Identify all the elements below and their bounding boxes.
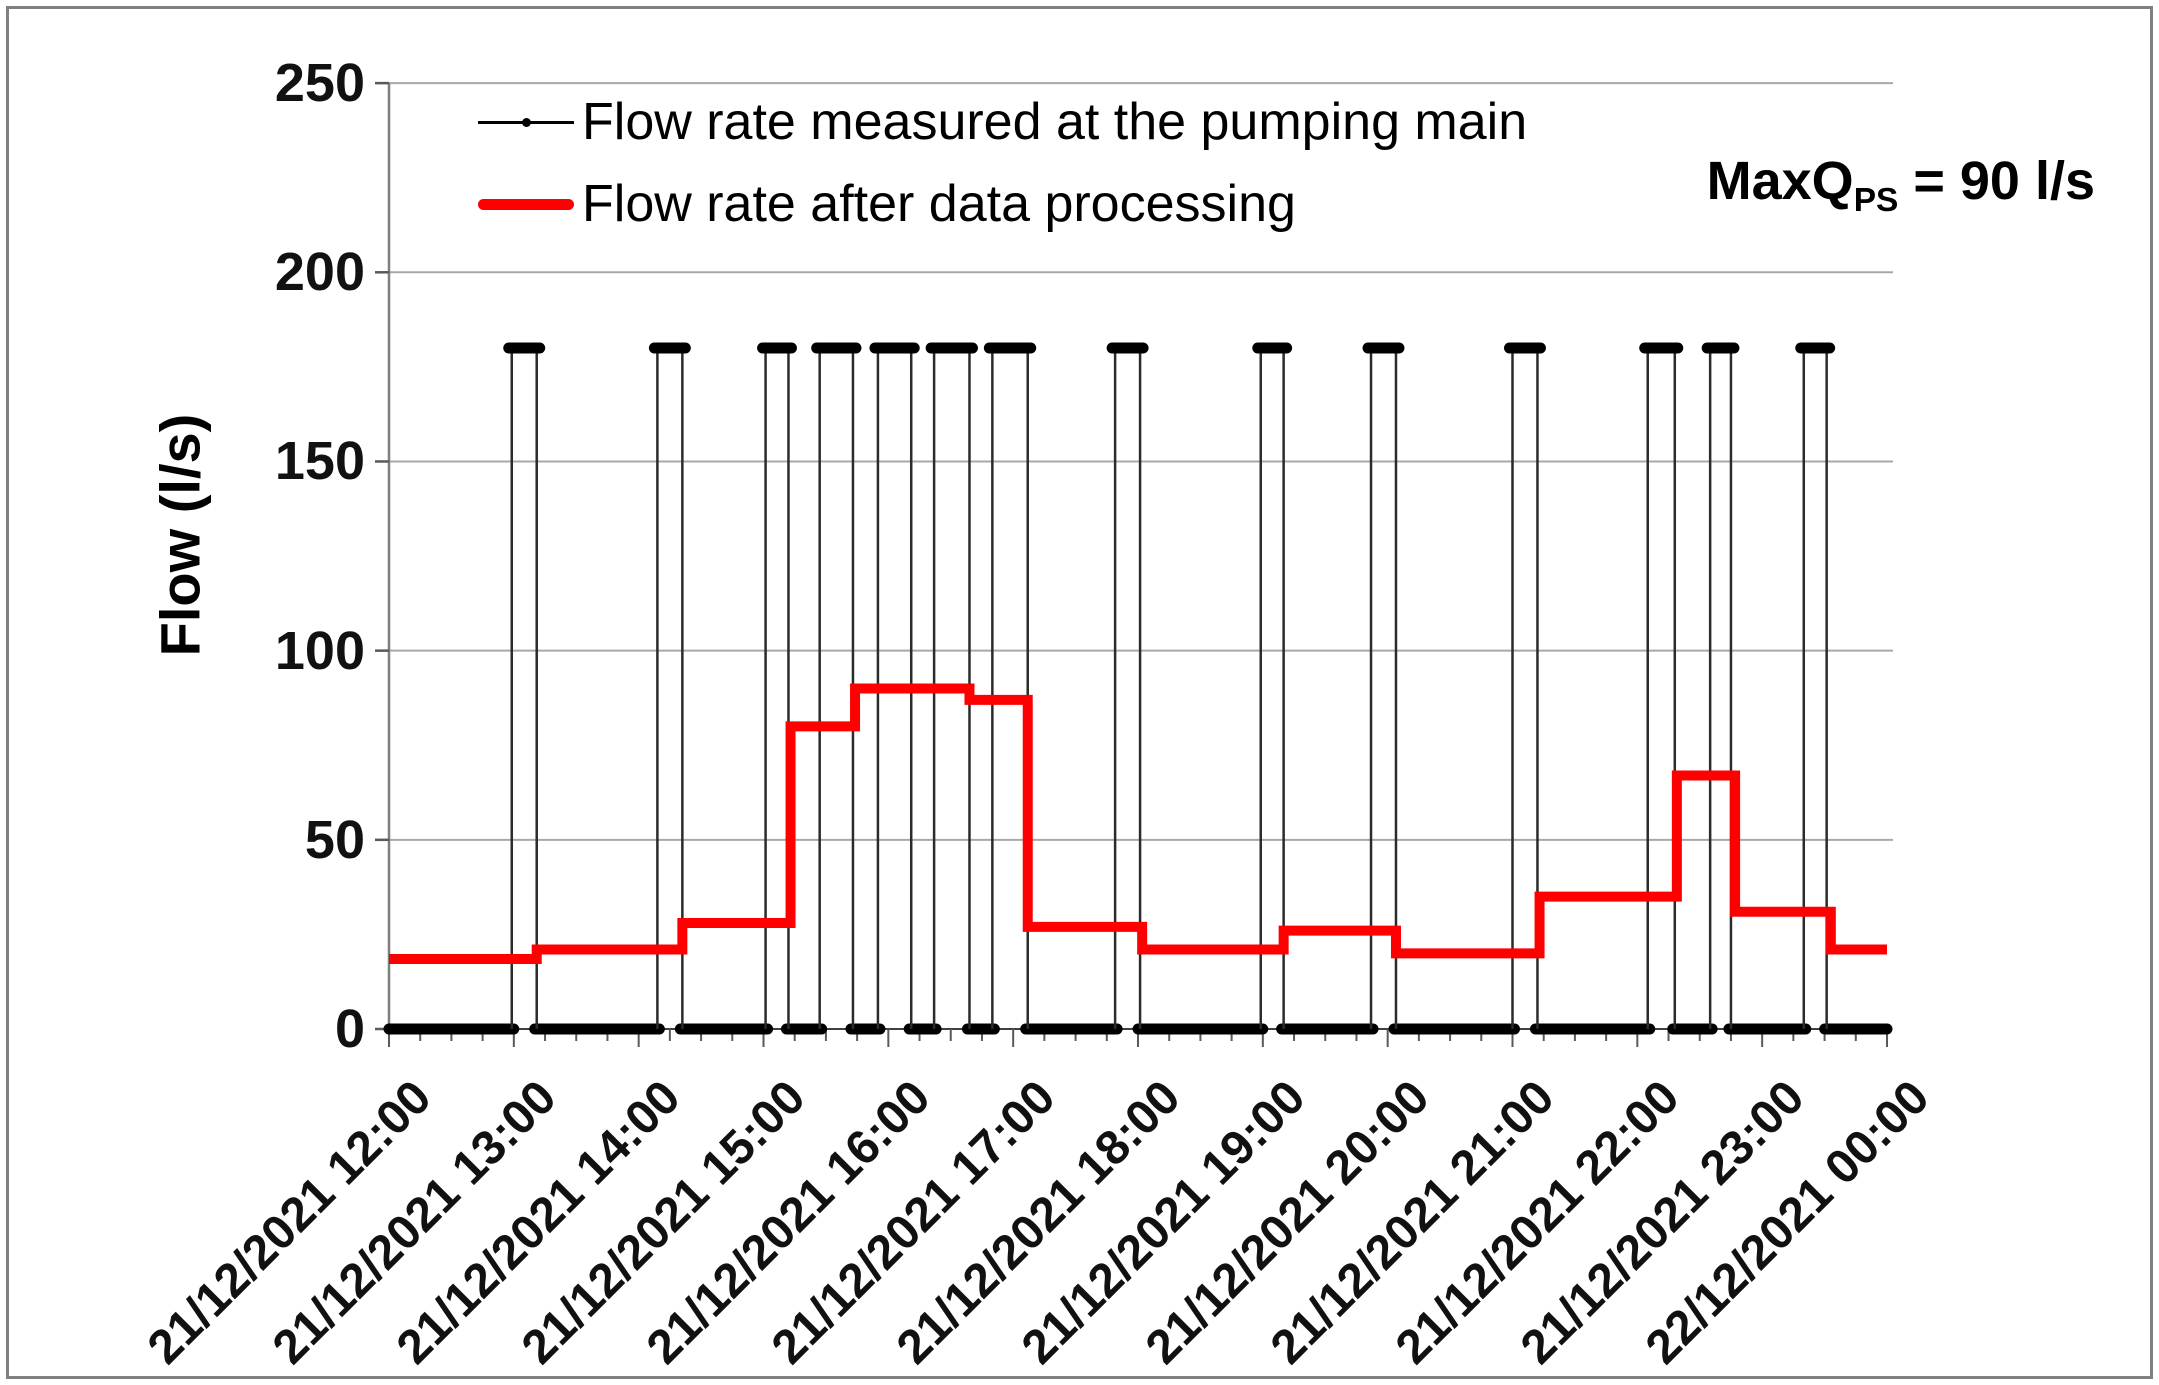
series-processed-flow [389,683,1887,965]
processed-series-line-icon [478,198,574,210]
measured-series-line-marker-icon [478,102,574,142]
legend-label-processed: Flow rate after data processing [582,175,1296,233]
y-tick-label: 100 [274,620,365,681]
y-tick-label: 200 [274,242,365,303]
legend-label-measured: Flow rate measured at the pumping main [582,93,1528,151]
max-flow-annotation: MaxQPS = 90 l/s [1706,151,2095,219]
y-tick-label: 0 [334,999,365,1059]
legend-item-processed: Flow rate after data processing [478,174,1527,234]
y-tick-label: 50 [304,809,365,870]
y-tick-label: 150 [274,431,365,492]
legend: Flow rate measured at the pumping main F… [478,92,1527,256]
y-tick-label: 250 [274,53,365,114]
legend-item-measured: Flow rate measured at the pumping main [478,92,1527,152]
